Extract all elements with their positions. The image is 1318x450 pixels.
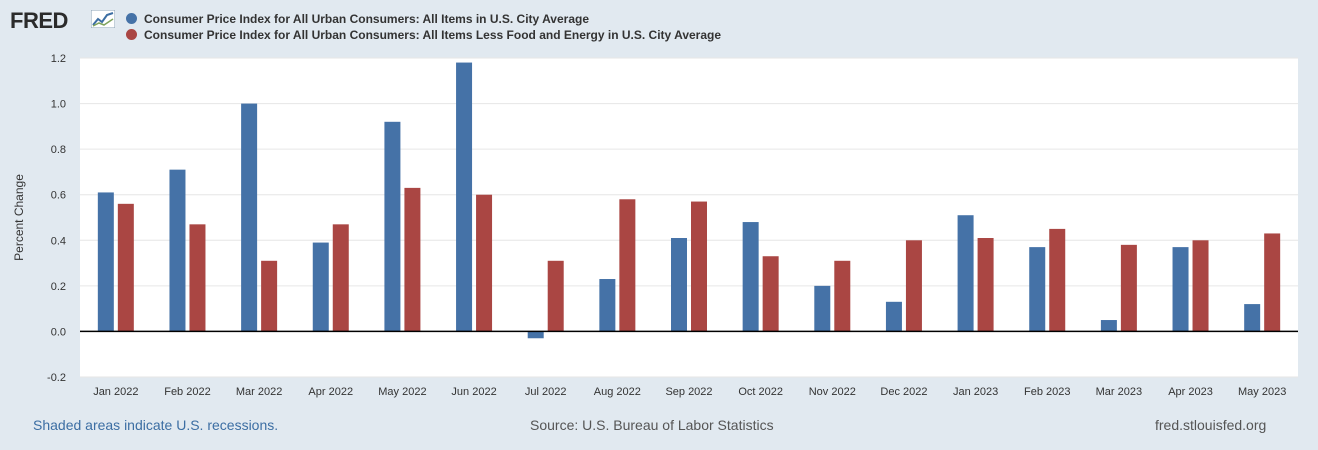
x-tick-label: Jan 2023 [953,386,998,398]
bar-series-1 [169,169,186,332]
bar-series-2 [261,260,278,332]
x-tick-label: Mar 2022 [236,386,282,398]
x-tick-label: Jun 2022 [451,386,496,398]
fred-logo[interactable]: FRED [10,8,68,33]
bar-series-2 [1049,228,1066,332]
bar-series-1 [671,238,687,332]
y-tick-label: 0.2 [51,281,66,293]
y-tick-label: 0.8 [51,144,66,156]
bar-series-1 [885,301,902,332]
bar-series-2 [691,201,707,332]
bar-series-1 [97,192,114,332]
bar-series-1 [312,242,329,332]
bar-series-1 [384,121,401,332]
x-tick-label: Aug 2022 [594,386,641,398]
bar-series-1 [456,62,473,332]
bar-series-2 [905,240,922,332]
y-tick-label: 0.0 [51,326,66,338]
bar-series-1 [957,215,974,332]
y-tick-label: 0.6 [51,190,66,202]
bar-series-2 [762,256,779,332]
site-link[interactable]: fred.stlouisfed.org [1155,417,1267,433]
bar-series-2 [404,187,421,332]
chart-header: FRED Consumer Price Index for All Urban … [0,0,1318,50]
bar-series-2 [547,260,564,332]
bar-series-1 [1100,320,1117,332]
bar-series-1 [599,279,616,332]
x-tick-label: Apr 2023 [1168,386,1213,398]
line-chart-icon [91,10,115,28]
bar-series-1 [742,222,759,332]
y-tick-label: -0.2 [47,372,66,384]
bar-series-2 [834,260,851,332]
x-tick-label: May 2023 [1238,386,1286,398]
bar-series-2 [1264,233,1281,332]
bar-series-2 [1120,244,1137,332]
x-tick-label: Apr 2022 [308,386,353,398]
x-tick-label: Nov 2022 [809,386,856,398]
bar-series-2 [1192,240,1209,332]
legend-item-series-1[interactable]: Consumer Price Index for All Urban Consu… [126,11,721,26]
recessions-note: Shaded areas indicate U.S. recessions. [33,417,279,433]
x-tick-label: May 2022 [378,386,426,398]
x-tick-label: Dec 2022 [880,386,927,398]
legend-marker-series-2 [126,29,137,40]
x-tick-label: Feb 2022 [164,386,210,398]
legend-item-series-2[interactable]: Consumer Price Index for All Urban Consu… [126,27,721,42]
bar-series-1 [814,285,831,332]
source-note: Source: U.S. Bureau of Labor Statistics [530,417,774,433]
bar-series-2 [332,224,349,332]
bar-series-2 [476,194,493,332]
y-tick-label: 0.4 [51,235,66,247]
bar-series-1 [1244,304,1261,332]
x-tick-label: Feb 2023 [1024,386,1070,398]
y-tick-label: 1.2 [51,53,66,65]
legend-label-series-2: Consumer Price Index for All Urban Consu… [144,27,722,42]
bar-series-1 [1172,247,1189,332]
bar-series-1 [527,331,544,339]
x-tick-label: Jan 2022 [93,386,138,398]
plot-area [80,58,1298,377]
bar-series-2 [189,224,206,332]
y-tick-label: 1.0 [51,99,66,111]
x-tick-label: Oct 2022 [738,386,783,398]
bar-series-1 [241,103,258,332]
x-tick-label: Mar 2023 [1096,386,1142,398]
legend-marker-series-1 [126,13,137,24]
x-tick-label: Sep 2022 [665,386,712,398]
bar-series-1 [1029,247,1046,332]
x-tick-label: Jul 2022 [525,386,567,398]
bar-series-2 [117,203,134,332]
bar-series-2 [619,199,636,332]
y-axis-label: Percent Change [12,174,26,261]
legend-label-series-1: Consumer Price Index for All Urban Consu… [144,11,589,26]
bar-series-2 [977,238,994,332]
bar-chart: -0.2 0.0 0.2 0.4 0.6 0.8 1.0 1.2 Percent Change J… [12,53,1298,398]
chart-legend: Consumer Price Index for All Urban Consu… [126,11,721,43]
